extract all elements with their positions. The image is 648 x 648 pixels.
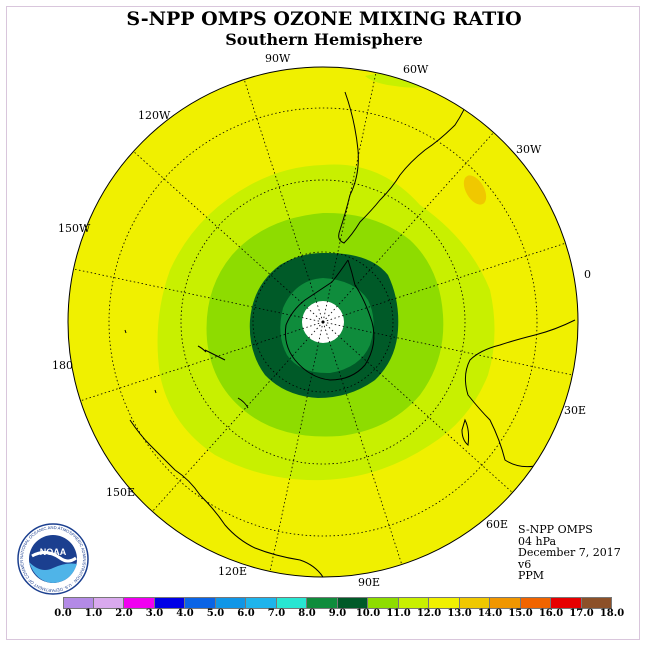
lon-label-120w: 120W	[138, 109, 171, 122]
map-border	[67, 66, 579, 578]
noaa-logo-icon: NOAA NATIONAL OCEANIC AND ATMOSPHERIC AD…	[16, 522, 89, 595]
info-instrument: S-NPP OMPS	[518, 523, 593, 536]
meridian-lines	[73, 72, 573, 572]
svg-text:NOAA: NOAA	[40, 547, 67, 557]
colorbar	[63, 597, 612, 609]
colorbar-tick-label: 4.0	[176, 608, 194, 619]
colorbar-tick-label: 10.0	[355, 608, 381, 619]
lon-label-120e: 120E	[218, 565, 247, 578]
info-version: v6	[518, 557, 532, 571]
lon-label-30w: 30W	[516, 143, 542, 156]
colorbar-tick-label: 1.0	[84, 608, 103, 619]
colorbar-swatch	[337, 598, 368, 608]
colorbar-tick-label: 18.0	[599, 608, 625, 619]
colorbar-tick-label: 15.0	[508, 608, 533, 619]
lon-label-60e: 60E	[486, 518, 508, 531]
colorbar-tick-label: 17.0	[569, 608, 594, 619]
colorbar-tick-label: 11.0	[386, 608, 411, 619]
latitude-circles	[108, 107, 538, 537]
coastlines	[124, 91, 576, 577]
colorbar-swatch	[581, 598, 612, 608]
colorbar-tick-label: 9.0	[328, 608, 347, 619]
info-pressure: 04 hPa	[518, 534, 557, 548]
field-14-15-patch	[463, 175, 487, 205]
colorbar-tick-label: 6.0	[237, 608, 255, 619]
colorbar-tick-label: 13.0	[447, 608, 472, 619]
info-date: December 7, 2017	[518, 546, 621, 559]
meridian-line	[322, 132, 494, 323]
meridian-line	[322, 242, 566, 323]
colorbar-swatch	[368, 598, 399, 608]
meridian-line	[322, 72, 377, 323]
colorbar-tick-label: 14.0	[477, 608, 503, 619]
colorbar-swatch	[93, 598, 124, 608]
colorbar-swatch	[520, 598, 551, 608]
colorbar-swatch	[276, 598, 307, 608]
colorbar-swatch	[459, 598, 490, 608]
lon-label-60w: 60W	[403, 63, 429, 76]
colorbar-swatch	[246, 598, 277, 608]
page-frame	[6, 6, 640, 640]
lon-label-30e: 30E	[564, 404, 586, 417]
colorbar-tick-label: 12.0	[416, 608, 442, 619]
colorbar-tick-labels: 0.0 1.0 2.0 3.0 4.0 5.0 6.0 7.0 8.0 9.0 10.0 11.0 12…	[0, 608, 648, 622]
lon-label-150w: 150W	[58, 222, 91, 235]
colorbar-tick-label: 2.0	[115, 608, 133, 619]
colorbar-swatch	[63, 598, 94, 608]
info-block: S-NPP OMPS 04 hPa December 7, 2017 v6 PP…	[518, 524, 621, 582]
lon-label-150e: 150E	[106, 486, 135, 499]
colorbar-swatch	[215, 598, 246, 608]
colorbar-tick-label: 8.0	[298, 608, 316, 619]
lon-label-90w: 90W	[265, 52, 291, 65]
lon-label-180: 180	[52, 359, 73, 372]
meridian-line	[322, 321, 573, 376]
colorbar-tick-label: 7.0	[267, 608, 286, 619]
lon-label-0: 0	[584, 268, 591, 281]
colorbar-swatch	[307, 598, 338, 608]
meridian-line	[243, 79, 324, 323]
colorbar-swatch	[398, 598, 429, 608]
map-subtitle: Southern Hemisphere	[225, 30, 423, 49]
colorbar-swatch	[490, 598, 521, 608]
colorbar-swatch	[429, 598, 460, 608]
map-title: S-NPP OMPS OZONE MIXING RATIO	[126, 8, 522, 30]
meridian-line	[269, 321, 324, 572]
colorbar-tick-label: 0.0	[54, 608, 72, 619]
colorbar-tick-label: 5.0	[206, 608, 225, 619]
meridian-line	[322, 321, 403, 565]
colorbar-tick-label: 3.0	[145, 608, 164, 619]
colorbar-swatch	[124, 598, 155, 608]
meridian-line	[133, 151, 324, 323]
meridian-line	[73, 268, 324, 323]
colorbar-swatch	[185, 598, 216, 608]
meridian-line	[152, 321, 324, 512]
colorbar-tick-label: 16.0	[538, 608, 564, 619]
meridian-line	[80, 321, 324, 402]
colorbar-swatch	[154, 598, 185, 608]
meridian-line	[322, 321, 513, 493]
lon-label-90e: 90E	[358, 576, 380, 589]
colorbar-swatch	[551, 598, 582, 608]
info-units: PPM	[518, 569, 545, 582]
